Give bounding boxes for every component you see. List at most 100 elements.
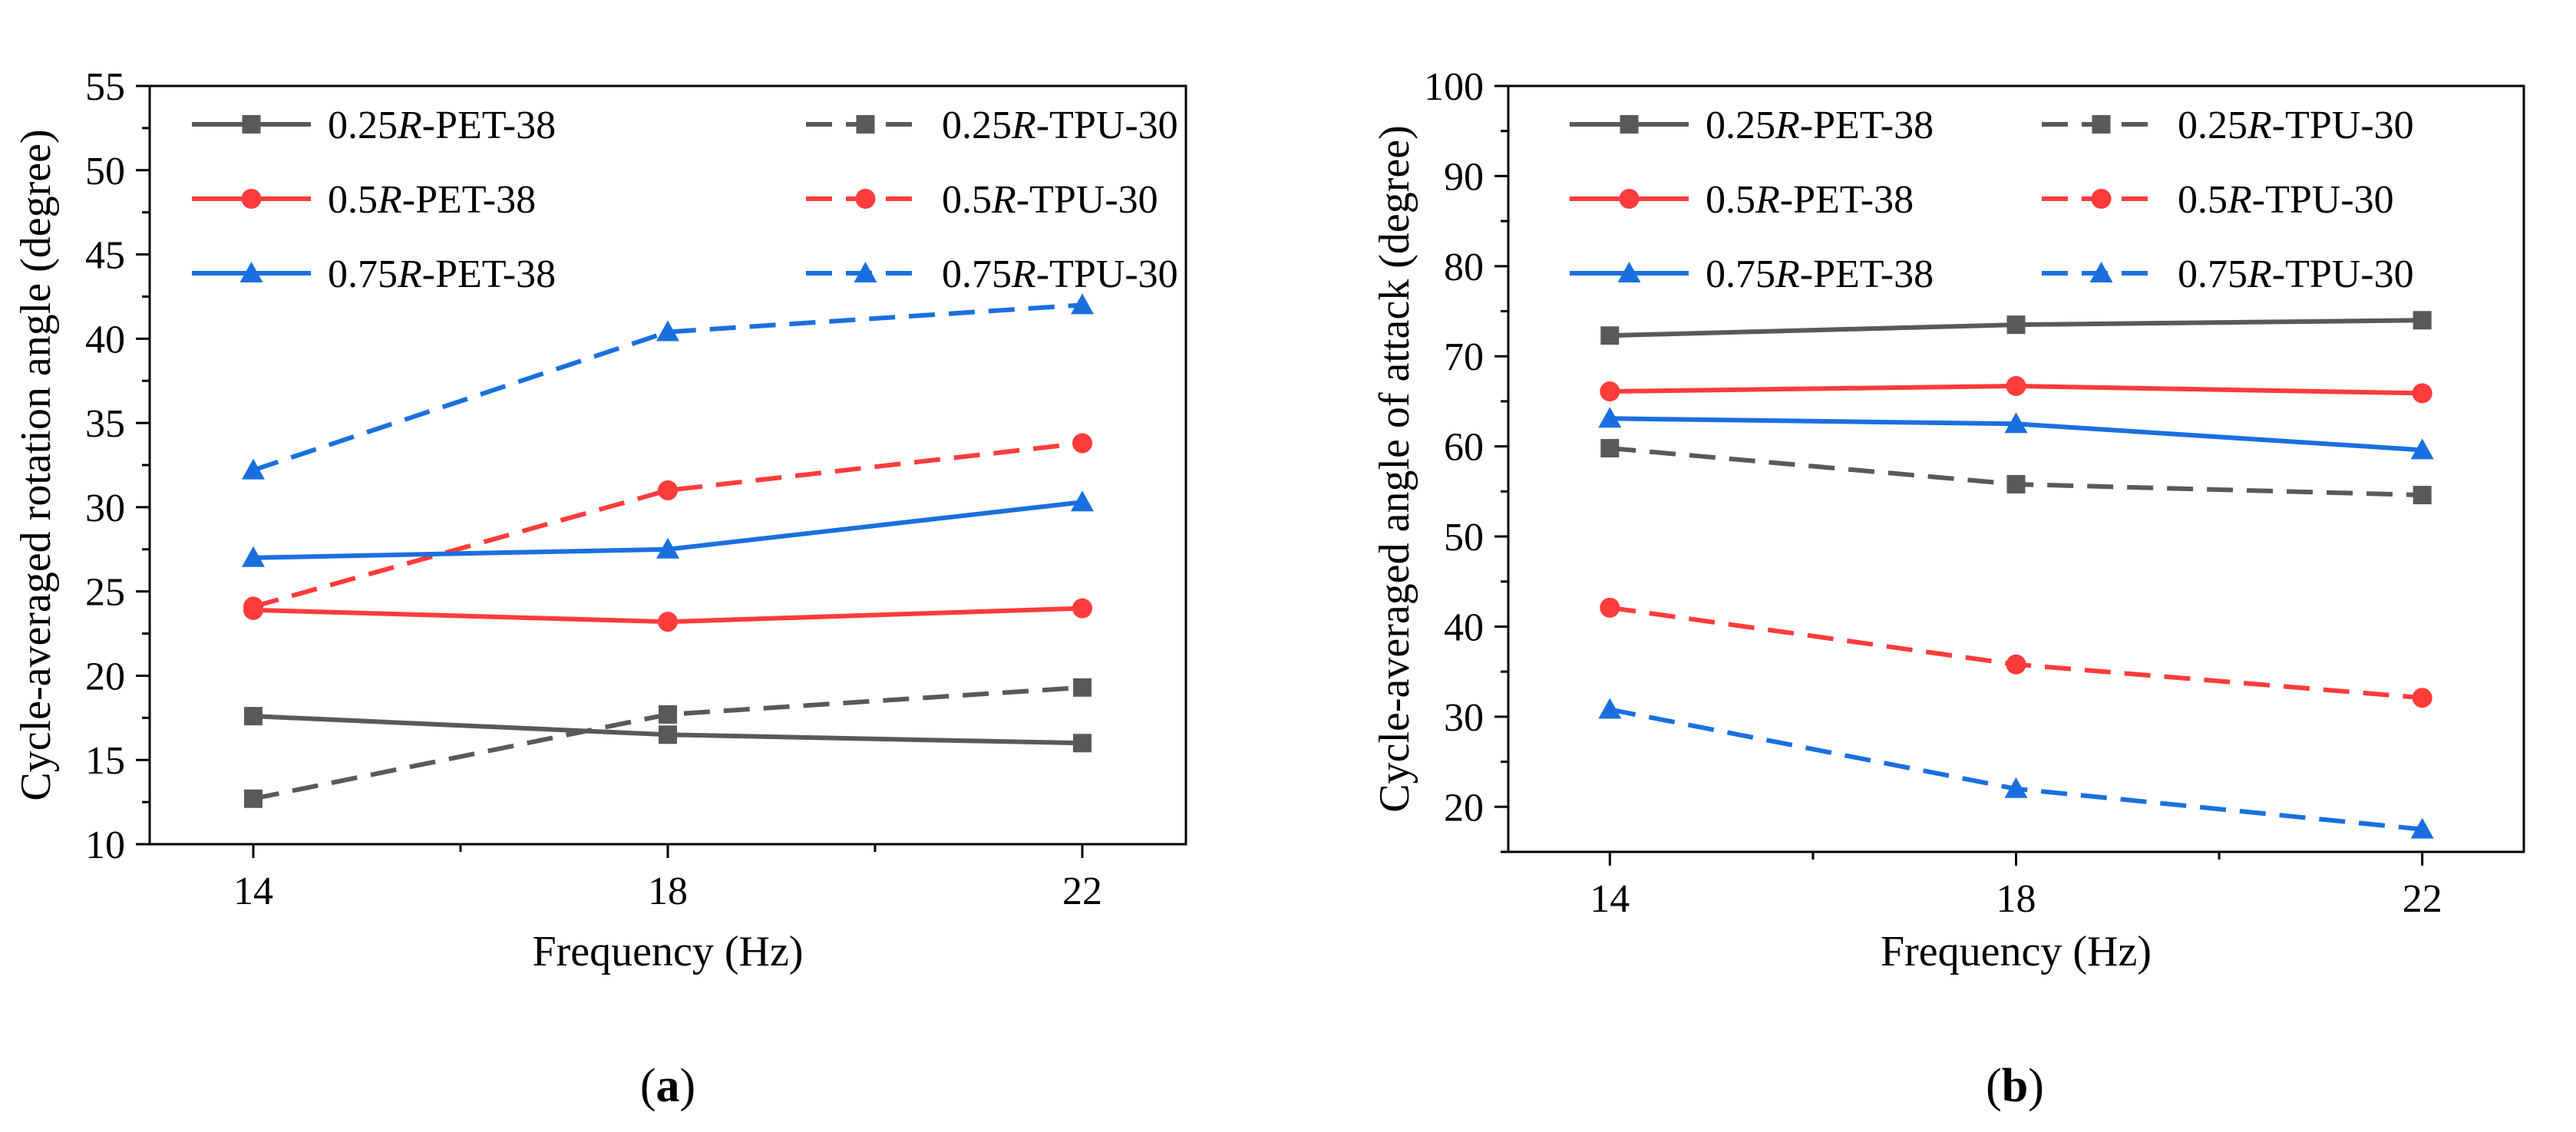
- chart-panel-a: 10 15 20 25 30 35 40 45 50 55 14 18 22 Frequency (Hz)…: [12, 65, 1187, 1112]
- x-tick-label: 22: [1062, 870, 1102, 913]
- data-point: [242, 546, 265, 567]
- legend-label: 0.25R-TPU-30: [2178, 104, 2414, 147]
- panel-label-open: (: [640, 1060, 656, 1112]
- data-point: [659, 705, 677, 724]
- data-point: [2413, 311, 2432, 330]
- y-axis-title: Cycle-averaged rotation angle (degree): [12, 129, 60, 800]
- series-line: [1609, 605, 2422, 701]
- data-point: [1598, 698, 1622, 719]
- legend-label-prefix: 0.75: [1706, 252, 1775, 296]
- legend-label-r: R: [1755, 178, 1780, 222]
- y-tick-label: 50: [1444, 516, 1484, 559]
- legend-label-r: R: [397, 104, 422, 147]
- x-tick-label: 14: [1590, 877, 1630, 921]
- legend-marker: [242, 115, 261, 134]
- y-tick-label: 55: [85, 65, 125, 109]
- series-0.25R-TPU-30: [244, 678, 1091, 808]
- data-point: [1598, 407, 1622, 428]
- legend-label-prefix: 0.5: [942, 178, 992, 222]
- series-0.25R-PET-38: [244, 707, 1091, 753]
- data-point: [2004, 777, 2028, 798]
- legend-marker: [1620, 115, 1639, 134]
- series-0.75R-TPU-30: [242, 293, 1094, 480]
- legend-marker: [855, 189, 876, 209]
- series-0.5R-PET-38: [243, 598, 1092, 632]
- legend-entry: 0.5R-PET-38: [1570, 178, 1914, 222]
- series-0.75R-PET-38: [242, 490, 1094, 567]
- legend-label-prefix: 0.5: [2178, 178, 2228, 222]
- y-tick-label: 10: [85, 823, 125, 867]
- data-point: [1600, 438, 1620, 457]
- x-tick-label: 18: [1996, 877, 2036, 921]
- legend-label: 0.75R-PET-38: [1706, 252, 1934, 296]
- legend-label-r: R: [1775, 104, 1800, 147]
- legend-label-suffix: -PET-38: [1780, 178, 1914, 222]
- legend-label-r: R: [377, 178, 402, 222]
- legend-label-r: R: [2247, 104, 2272, 147]
- data-point: [2006, 654, 2026, 675]
- y-tick-label: 60: [1444, 426, 1484, 470]
- legend-label: 0.5R-TPU-30: [942, 178, 1158, 222]
- series-0.5R-TPU-30: [243, 433, 1092, 617]
- x-axis-title: Frequency (Hz): [1881, 928, 2152, 975]
- data-point: [656, 320, 679, 342]
- legend-label-r: R: [2247, 252, 2272, 296]
- legend-label-suffix: -TPU-30: [2272, 252, 2414, 296]
- y-tick-label: 80: [1444, 246, 1484, 289]
- legend-label-prefix: 0.25: [2178, 104, 2247, 147]
- data-point: [2006, 474, 2026, 493]
- series-0.25R-PET-38: [1600, 311, 2432, 345]
- series-0.25R-TPU-30: [1600, 438, 2432, 505]
- data-point: [2412, 383, 2432, 404]
- panel-label: (b): [1986, 1060, 2044, 1112]
- legend-entry: 0.75R-TPU-30: [2042, 252, 2414, 296]
- data-point: [1073, 678, 1091, 697]
- data-point: [1071, 490, 1094, 512]
- data-point: [658, 612, 678, 632]
- series-line: [253, 302, 1083, 473]
- data-point: [244, 789, 263, 808]
- data-point: [1071, 293, 1094, 315]
- series-0.5R-TPU-30: [1600, 597, 2432, 708]
- y-axis-title: Cycle-averaged angle of attack (degree): [1371, 125, 1418, 812]
- legend-marker: [239, 262, 263, 282]
- legend-entry: 0.25R-PET-38: [192, 104, 556, 147]
- legend-marker: [854, 262, 877, 282]
- legend-entry: 0.75R-PET-38: [1570, 252, 1934, 296]
- legend-label-suffix: -TPU-30: [2272, 104, 2414, 147]
- y-tick-label: 20: [85, 655, 125, 698]
- data-point: [2412, 688, 2432, 708]
- chart-panel-b: 20 30 40 50 60 70 80 90 100 14 18 22 Frequency (Hz) C…: [1371, 65, 2525, 1112]
- y-tick-label: 100: [1424, 65, 1484, 109]
- data-point: [244, 707, 263, 726]
- legend-label-prefix: 0.25: [942, 104, 1012, 147]
- legend-label-suffix: -PET-38: [422, 104, 556, 147]
- y-tick-label: 35: [85, 402, 125, 446]
- x-axis-title: Frequency (Hz): [533, 928, 804, 975]
- x-tick-label: 14: [233, 870, 273, 913]
- legend-label-suffix: -PET-38: [422, 252, 556, 296]
- data-point: [242, 458, 265, 480]
- panel-label-letter: a: [656, 1060, 680, 1112]
- data-point: [2004, 412, 2028, 434]
- y-tick-label: 20: [1444, 786, 1484, 830]
- legend-label: 0.5R-TPU-30: [2178, 178, 2394, 222]
- legend-label-suffix: -TPU-30: [1036, 104, 1178, 147]
- series-line: [253, 441, 1083, 609]
- legend-label-prefix: 0.25: [1706, 104, 1775, 147]
- legend-marker: [2092, 115, 2111, 134]
- series-0.5R-PET-38: [1600, 375, 2432, 404]
- legend-entry: 0.25R-TPU-30: [2042, 104, 2414, 147]
- y-tick-label: 40: [85, 318, 125, 361]
- legend-label-prefix: 0.75: [328, 252, 398, 296]
- legend-label-prefix: 0.5: [328, 178, 378, 222]
- legend-marker: [856, 115, 875, 134]
- data-point: [1600, 381, 1620, 402]
- legend-marker: [241, 189, 262, 209]
- legend-label-prefix: 0.5: [1706, 178, 1755, 222]
- legend-label: 0.25R-PET-38: [1706, 104, 1934, 147]
- y-tick-label: 30: [1444, 696, 1484, 740]
- legend-label: 0.5R-PET-38: [328, 178, 536, 222]
- x-tick-label: 22: [2403, 877, 2442, 921]
